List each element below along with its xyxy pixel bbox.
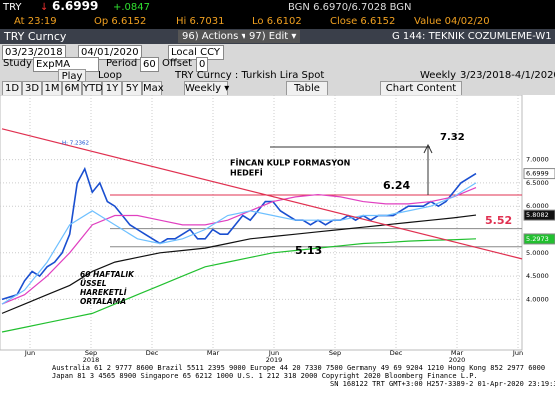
period-button[interactable]: YTD <box>82 81 103 96</box>
x-year-label: 2018 <box>83 356 100 363</box>
y-tick-label: 4.0000 <box>526 295 549 303</box>
price-tag <box>523 168 555 180</box>
x-tick-label: Mar <box>451 349 464 357</box>
period-button[interactable]: 6M <box>62 81 82 96</box>
y-tick-label: 4.5000 <box>526 272 549 280</box>
annotation: 5.52 <box>485 214 512 227</box>
annotation: FİNCAN KULP FORMASYON <box>230 158 350 168</box>
loop-checkbox[interactable]: Loop <box>98 70 122 81</box>
x-tick-label: Jun <box>24 349 35 357</box>
price-tag-label: 6.6999 <box>526 170 549 178</box>
price-tag <box>523 209 555 221</box>
period-button[interactable]: Max <box>142 81 164 96</box>
target-arrowhead <box>423 143 433 154</box>
price-tag-label: 5.8082 <box>526 211 549 219</box>
change: +.0847 <box>113 2 151 13</box>
annotation: 6.24 <box>383 179 410 192</box>
actions-menu[interactable]: 96) Actions ▾ <box>178 30 251 43</box>
range: 3/23/2018-4/1/2020 <box>460 70 555 81</box>
y-tick-label: 6.0000 <box>526 202 549 210</box>
period-label: Period <box>106 58 138 69</box>
x-tick-label: Dec <box>146 349 159 357</box>
open: Op 6.6152 <box>94 16 147 27</box>
series-line <box>1 128 523 260</box>
footer-line-1: Australia 61 2 9777 8600 Brazil 5511 239… <box>52 364 546 372</box>
annotation: ORTALAMA <box>80 297 126 306</box>
page-title: G 144: TEKNIK COZUMLEME-W1 <box>392 31 552 42</box>
x-tick-label: Jun <box>268 349 279 357</box>
frequency-menu[interactable]: Weekly ▾ <box>184 81 230 96</box>
offset[interactable]: 0 <box>196 57 209 72</box>
period-button[interactable]: 1M <box>42 81 62 96</box>
x-tick-label: Sep <box>329 349 341 357</box>
x-year-label: 2019 <box>266 356 283 363</box>
arrow: ↓ <box>40 2 49 13</box>
y-tick-label: 7.0000 <box>526 156 549 164</box>
price-tag <box>523 233 555 245</box>
annotation: 5.13 <box>295 244 322 257</box>
period-button[interactable]: 5Y <box>122 81 142 96</box>
quote-bar <box>0 0 555 29</box>
annotation: ÜSSEL <box>80 279 107 288</box>
annotation: H: 7.2362 <box>62 141 89 147</box>
x-year-label: 2020 <box>449 356 466 363</box>
x-tick-label: Mar <box>207 349 220 357</box>
annotation: HEDEFİ <box>230 168 263 178</box>
plot-background <box>0 95 523 351</box>
value-date: Value 04/02/20 <box>414 16 490 27</box>
ticker: TRY <box>3 2 22 13</box>
close: Close 6.6152 <box>330 16 396 27</box>
offset-label: Offset <box>162 58 193 69</box>
description: TRY Curncy : Turkish Lira Spot <box>175 70 325 81</box>
period-button[interactable]: 3D <box>22 81 42 96</box>
chart: 4.0000 4.5000 5.0000 6.0000 6.5000 7.0000 Jun S… <box>0 95 555 363</box>
chart-content-button[interactable]: Chart Content <box>380 81 462 96</box>
frequency: Weekly <box>420 70 457 81</box>
x-tick-label: Dec <box>390 349 403 357</box>
bid-ask: BGN 6.6970/6.7028 BGN <box>288 2 412 13</box>
y-tick-label: 5.0000 <box>526 249 549 257</box>
period-button[interactable]: 1Y <box>102 81 122 96</box>
last-price: 6.6999 <box>52 0 99 13</box>
x-tick-label: Sep <box>85 349 97 357</box>
annotation: 60 HAFTALIK <box>80 270 135 279</box>
annotation: HAREKETLİ <box>80 288 127 297</box>
low: Lo 6.6102 <box>252 16 302 27</box>
footer-line-2: Japan 81 3 4565 8900 Singapore 65 6212 1… <box>52 372 478 380</box>
series-line <box>1 182 477 305</box>
footer-line-3: SN 168122 TRT GMT+3:00 H257-3389-2 01-Ap… <box>330 380 555 388</box>
annotation: 7.32 <box>440 132 465 143</box>
table-button[interactable]: Table <box>286 81 328 96</box>
period[interactable]: 60 <box>140 57 159 72</box>
edit-menu[interactable]: 97) Edit ▾ <box>245 30 301 43</box>
time: At 23:19 <box>14 16 57 27</box>
price-tag-label: 5.2973 <box>526 235 549 243</box>
series-line <box>1 238 477 333</box>
security[interactable]: TRY Curncy <box>4 30 67 43</box>
period-button[interactable]: 1D <box>2 81 22 96</box>
series-line <box>1 214 477 314</box>
y-tick-label: 6.5000 <box>526 179 549 187</box>
end-date[interactable]: 04/01/2020 <box>78 45 142 60</box>
x-tick-label: Jun <box>512 349 523 357</box>
study-label: Study <box>3 58 32 69</box>
high: Hi 6.7031 <box>176 16 225 27</box>
series-line <box>1 187 477 305</box>
